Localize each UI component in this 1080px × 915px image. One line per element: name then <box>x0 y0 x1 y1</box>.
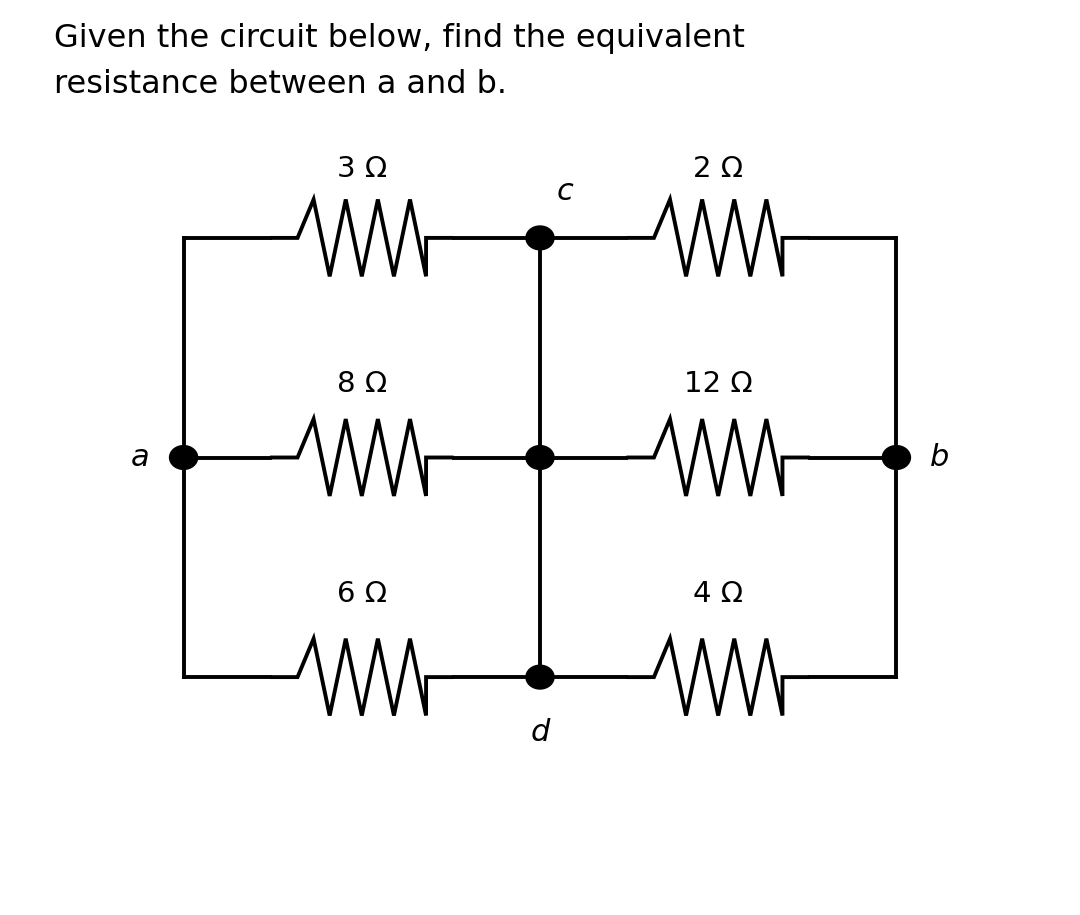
Text: 8 Ω: 8 Ω <box>337 370 387 398</box>
Circle shape <box>526 446 554 469</box>
Text: Given the circuit below, find the equivalent: Given the circuit below, find the equiva… <box>54 23 745 54</box>
Text: 2 Ω: 2 Ω <box>693 155 743 183</box>
Text: 4 Ω: 4 Ω <box>693 580 743 608</box>
Text: c: c <box>556 177 573 206</box>
Circle shape <box>526 226 554 250</box>
Text: d: d <box>530 718 550 748</box>
Circle shape <box>882 446 910 469</box>
Circle shape <box>170 446 198 469</box>
Circle shape <box>526 665 554 689</box>
Text: a: a <box>131 443 150 472</box>
Text: b: b <box>930 443 949 472</box>
Text: 12 Ω: 12 Ω <box>684 370 753 398</box>
Text: 6 Ω: 6 Ω <box>337 580 387 608</box>
Text: 3 Ω: 3 Ω <box>337 155 387 183</box>
Text: resistance between a and b.: resistance between a and b. <box>54 69 507 100</box>
